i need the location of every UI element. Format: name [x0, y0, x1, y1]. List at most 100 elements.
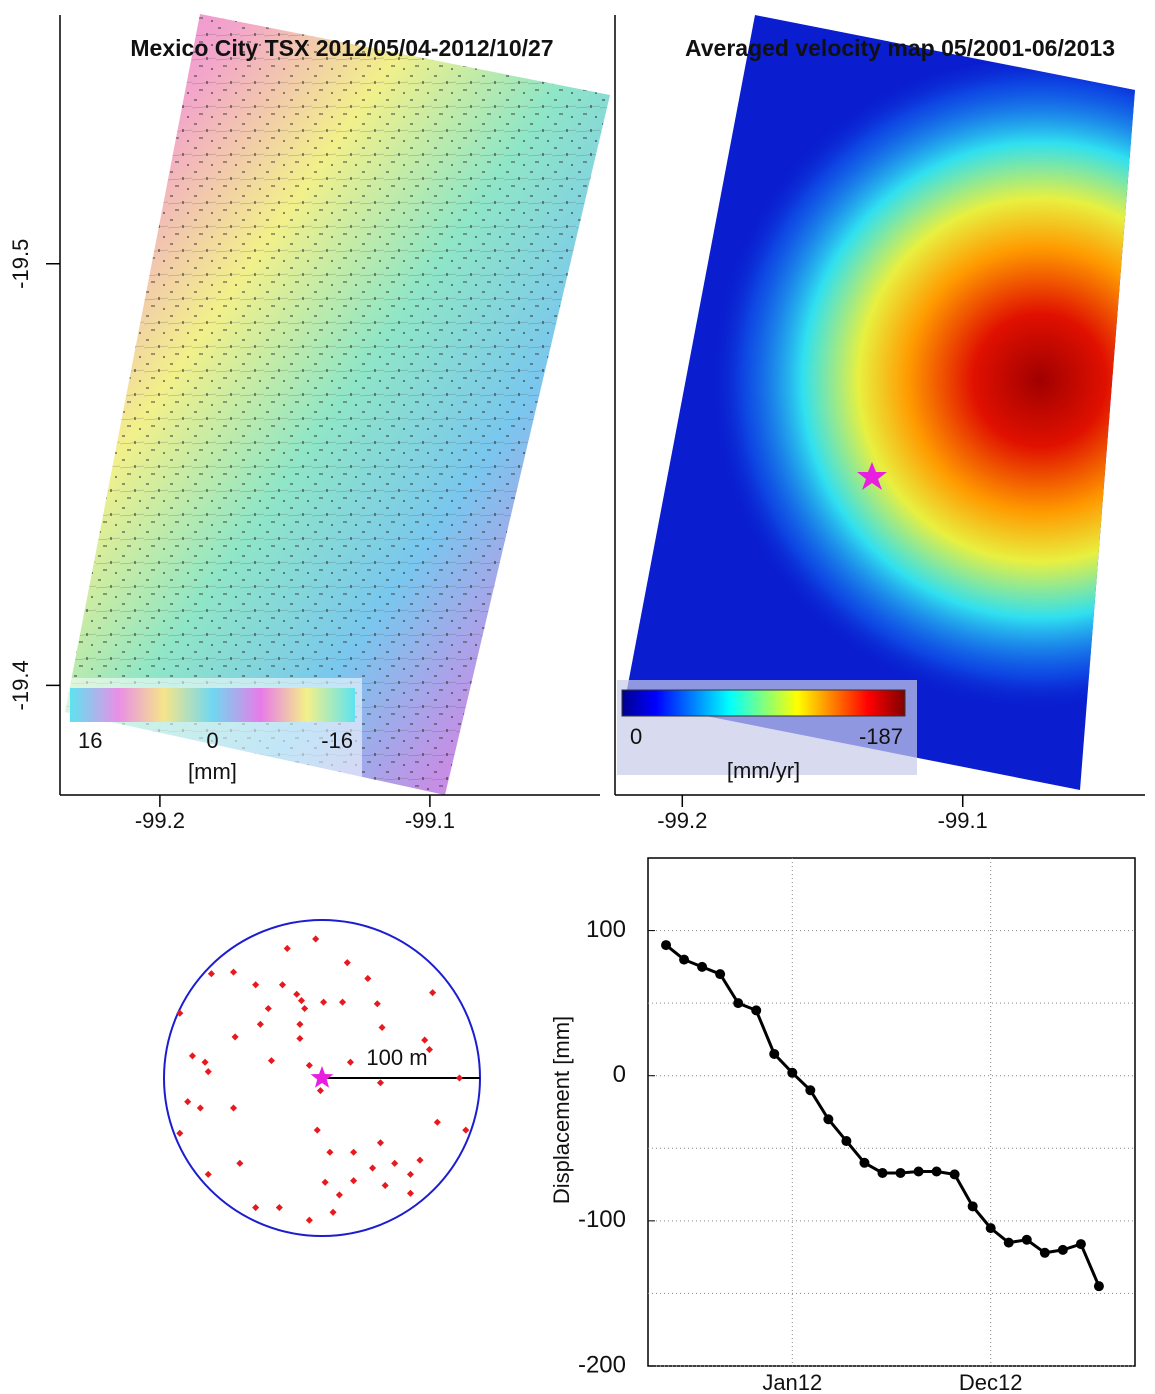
- point: [369, 1164, 377, 1172]
- point: [346, 1058, 354, 1066]
- series-point: [1093, 1281, 1104, 1292]
- point: [229, 968, 238, 976]
- x-tick-label: -99.2: [657, 808, 707, 833]
- x-tick-label: Dec12: [959, 1370, 1023, 1394]
- series-point: [751, 1005, 762, 1016]
- series-point: [697, 961, 708, 972]
- plot-frame: [647, 857, 1136, 1367]
- point: [275, 1204, 283, 1212]
- star-marker: [310, 1066, 334, 1088]
- y-tick-label: 100: [586, 916, 626, 943]
- x-tick-label: -99.1: [405, 808, 455, 833]
- point: [462, 1126, 470, 1134]
- point: [301, 1004, 309, 1013]
- point: [320, 998, 328, 1006]
- point: [176, 1009, 184, 1017]
- point: [312, 935, 320, 943]
- series-point: [1039, 1247, 1050, 1258]
- scale-label: 100 m: [366, 1045, 427, 1070]
- point: [373, 1000, 381, 1008]
- point: [378, 1023, 386, 1031]
- point: [364, 974, 372, 982]
- colorbar: [621, 689, 906, 717]
- point: [406, 1189, 415, 1197]
- point: [184, 1098, 192, 1106]
- point: [204, 1068, 212, 1076]
- colorbar-tick-label: -16: [321, 728, 353, 753]
- point: [313, 1126, 321, 1134]
- point: [416, 1156, 424, 1164]
- series-point: [1057, 1244, 1068, 1255]
- point: [278, 981, 287, 989]
- series-point: [733, 998, 744, 1009]
- y-tick-label: -19.4: [8, 660, 33, 710]
- star-marker: [857, 462, 887, 490]
- point: [326, 1148, 334, 1156]
- point: [316, 1087, 324, 1095]
- map-title: Averaged velocity map 05/2001-06/2013: [685, 35, 1115, 61]
- point: [376, 1079, 384, 1087]
- series-line: [665, 943, 1101, 1287]
- point: [252, 981, 260, 989]
- x-tick-label: -99.2: [135, 808, 185, 833]
- point: [229, 1104, 238, 1112]
- series-point: [715, 969, 726, 980]
- point: [231, 1033, 239, 1041]
- point: [391, 1159, 399, 1167]
- series-point: [1075, 1239, 1086, 1250]
- series-point: [1003, 1237, 1014, 1248]
- point: [305, 1216, 313, 1224]
- colorbar-tick-label: 0: [206, 728, 218, 753]
- point: [305, 1061, 313, 1069]
- point: [267, 1057, 275, 1065]
- point: [381, 1181, 389, 1189]
- series-point: [661, 940, 672, 951]
- point: [204, 1170, 212, 1178]
- point: [252, 1204, 260, 1212]
- series-point: [949, 1169, 960, 1180]
- point: [339, 998, 347, 1006]
- point: [421, 1036, 429, 1044]
- point: [433, 1118, 441, 1126]
- point: [297, 997, 305, 1005]
- colorbar-tick-label: 0: [630, 724, 642, 749]
- series-point: [985, 1223, 996, 1234]
- y-tick-label: 0: [613, 1061, 626, 1088]
- point: [256, 1020, 264, 1028]
- point: [335, 1191, 343, 1199]
- series-point: [787, 1067, 798, 1078]
- point: [196, 1104, 204, 1112]
- point: [296, 1020, 304, 1028]
- series-point: [859, 1157, 870, 1168]
- point: [296, 1034, 304, 1043]
- y-tick-label: -19.5: [8, 239, 33, 289]
- point: [350, 1177, 358, 1185]
- interferogram-texture: [65, 14, 610, 795]
- series-point: [805, 1085, 816, 1096]
- series-point: [895, 1167, 906, 1178]
- point: [236, 1159, 244, 1167]
- point: [321, 1178, 329, 1186]
- point: [376, 1139, 384, 1147]
- colorbar-tick-label: 16: [78, 728, 102, 753]
- series-point: [913, 1166, 924, 1177]
- series-point: [931, 1166, 942, 1177]
- series-point: [769, 1048, 780, 1059]
- series-point: [1021, 1234, 1032, 1245]
- y-tick-label: -100: [578, 1206, 626, 1233]
- x-tick-label: Jan12: [762, 1370, 822, 1394]
- point: [188, 1052, 196, 1060]
- point: [350, 1148, 358, 1156]
- point: [283, 944, 291, 952]
- colorbar-label: [mm]: [188, 759, 237, 784]
- series-point: [967, 1201, 978, 1212]
- map-title: Mexico City TSX 2012/05/04-2012/10/27: [130, 35, 553, 61]
- subsidence-area: [680, 60, 1135, 720]
- point: [293, 990, 301, 998]
- point: [264, 1004, 272, 1013]
- point: [201, 1058, 209, 1066]
- y-axis-label: Displacement [mm]: [549, 1016, 574, 1204]
- y-tick-label: -200: [578, 1351, 626, 1378]
- series-point: [823, 1114, 834, 1125]
